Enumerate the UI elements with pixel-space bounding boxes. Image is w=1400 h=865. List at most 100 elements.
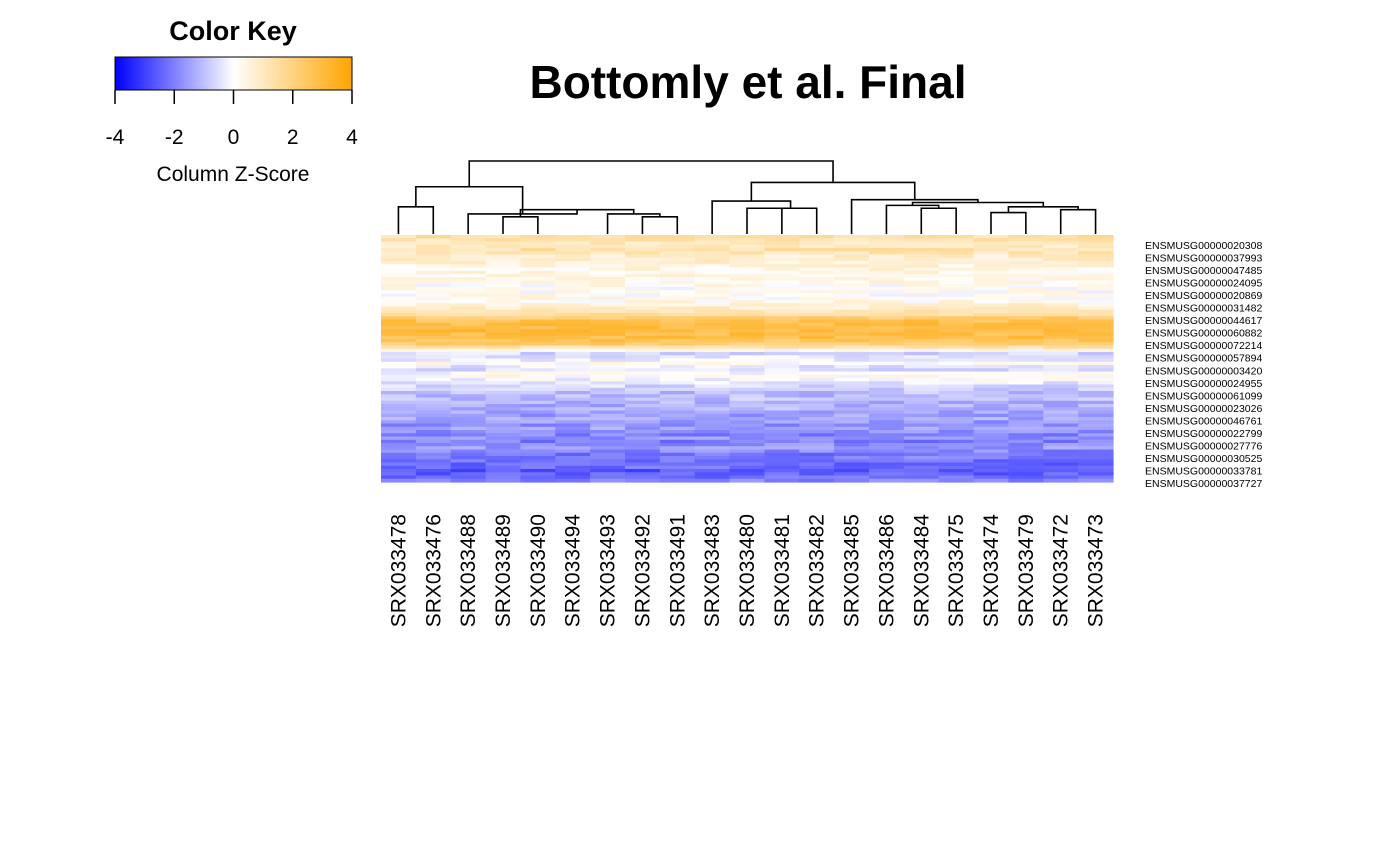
heatmap-cell <box>973 280 1010 285</box>
heatmap-cell <box>485 426 522 431</box>
heatmap-cell <box>555 277 591 282</box>
heatmap-cell <box>1008 238 1044 243</box>
heatmap-cell <box>973 410 1010 415</box>
heatmap-cell <box>625 238 661 243</box>
heatmap-cell <box>1043 459 1079 464</box>
heatmap-cell <box>520 270 556 275</box>
heatmap-cell <box>381 267 417 272</box>
heatmap-cell <box>450 397 487 402</box>
heatmap-cell <box>1043 394 1079 399</box>
heatmap-cell <box>869 430 905 434</box>
heatmap-cell <box>938 410 975 415</box>
heatmap-cell <box>450 283 487 288</box>
heatmap-cell <box>834 469 870 473</box>
heatmap-cell <box>659 316 696 321</box>
heatmap-cell <box>659 319 696 324</box>
heatmap-cell <box>381 277 417 282</box>
heatmap-cell <box>625 316 661 321</box>
heatmap-cell <box>729 296 766 301</box>
heatmap-cell <box>1008 462 1044 467</box>
heatmap-cell <box>729 290 766 295</box>
heatmap-cell <box>799 322 835 327</box>
heatmap-cell <box>381 361 417 366</box>
heatmap-cell <box>834 374 870 379</box>
heatmap-cell <box>1043 478 1079 483</box>
heatmap-cell <box>450 316 487 321</box>
heatmap-cell <box>415 348 452 353</box>
heatmap-cell <box>625 261 661 265</box>
heatmap-cell <box>938 280 975 285</box>
heatmap-cell <box>869 368 905 373</box>
heatmap-cell <box>1078 335 1114 340</box>
heatmap-cell <box>799 423 835 428</box>
row-label: ENSMUSG00000030525 <box>1145 453 1262 465</box>
heatmap-cell <box>764 475 800 480</box>
heatmap-cell <box>729 270 766 275</box>
heatmap-cell <box>555 397 591 402</box>
heatmap-cell <box>938 439 975 444</box>
column-label: SRX033472 <box>1050 514 1073 627</box>
heatmap-cell <box>1008 368 1044 373</box>
heatmap-cell <box>415 238 452 243</box>
heatmap-cell <box>381 368 417 373</box>
row-label: ENSMUSG00000020869 <box>1145 290 1262 302</box>
heatmap-cell <box>555 436 591 441</box>
heatmap-cell <box>625 371 661 376</box>
heatmap-cell <box>555 274 591 278</box>
heatmap-cell <box>694 264 731 269</box>
heatmap-cell <box>450 439 487 444</box>
heatmap-cell <box>659 335 696 340</box>
heatmap-cell <box>1078 384 1114 389</box>
heatmap-cell <box>1008 358 1044 363</box>
heatmap-cell <box>799 384 835 389</box>
heatmap-cell <box>834 270 870 275</box>
heatmap-cell <box>555 280 591 285</box>
heatmap-cell <box>415 306 452 311</box>
heatmap-cell <box>625 407 661 412</box>
heatmap-cell <box>450 443 487 447</box>
heatmap-cell <box>903 296 940 301</box>
heatmap-cell <box>869 322 905 327</box>
heatmap-cell <box>1043 374 1079 379</box>
heatmap-cell <box>1008 446 1044 451</box>
heatmap-cell <box>729 407 766 412</box>
heatmap-cell <box>694 296 731 301</box>
heatmap-cell <box>381 355 417 360</box>
heatmap-cell <box>1008 280 1044 285</box>
heatmap-cell <box>659 400 696 405</box>
heatmap-cell <box>555 378 591 382</box>
heatmap-cell <box>485 404 522 408</box>
heatmap-cell <box>659 433 696 438</box>
heatmap-cell <box>1008 264 1044 269</box>
heatmap-cell <box>590 332 626 337</box>
heatmap-cell <box>1078 339 1114 343</box>
heatmap-cell <box>764 387 800 392</box>
heatmap-cell <box>903 459 940 464</box>
heatmap-cell <box>590 374 626 379</box>
dendrogram-branch <box>1059 208 1097 234</box>
heatmap-cell <box>415 456 452 460</box>
row-labels: ENSMUSG00000020308ENSMUSG00000037993ENSM… <box>1145 240 1262 490</box>
heatmap-cell <box>520 322 556 327</box>
dendrogram-branch <box>415 185 524 214</box>
heatmap-cell <box>555 394 591 399</box>
heatmap-cell <box>485 316 522 321</box>
heatmap-cell <box>869 267 905 272</box>
heatmap-cell <box>764 462 800 467</box>
heatmap-cell <box>729 303 766 308</box>
heatmap-cell <box>415 400 452 405</box>
heatmap-cell <box>415 387 452 392</box>
heatmap-cell <box>625 459 661 464</box>
heatmap-cell <box>869 316 905 321</box>
heatmap-cell <box>938 365 975 369</box>
heatmap-cell <box>555 469 591 473</box>
heatmap-cell <box>973 420 1010 425</box>
heatmap-cell <box>520 348 556 353</box>
heatmap-cell <box>520 417 556 421</box>
heatmap-cell <box>764 300 800 304</box>
dendrogram-branch <box>750 181 916 202</box>
heatmap-cell <box>764 235 800 239</box>
heatmap-cell <box>869 452 905 457</box>
heatmap-cell <box>694 478 731 483</box>
heatmap-cell <box>381 319 417 324</box>
